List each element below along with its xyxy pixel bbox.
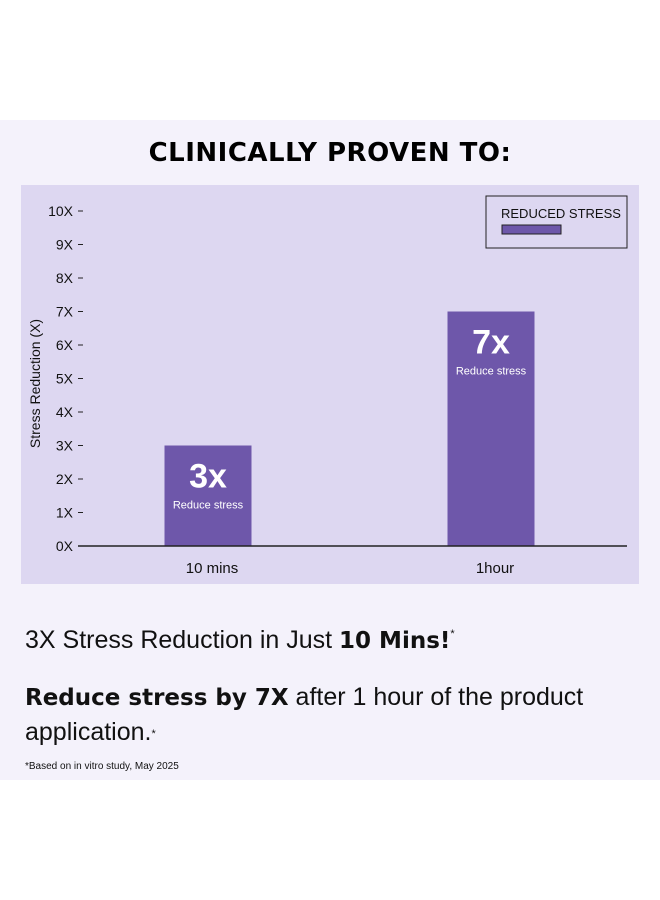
bar-value-label: 3x bbox=[189, 458, 227, 496]
y-tick-label: 2X bbox=[56, 471, 74, 487]
y-tick-label: 10X bbox=[48, 203, 74, 219]
legend: REDUCED STRESS bbox=[485, 195, 628, 249]
y-tick-label: 8X bbox=[56, 270, 74, 286]
bar-chart: 0X 1X 2X 3X 4X 5X 6X 7X 8X 9X 10X 3x Reduce stress 7… bbox=[21, 185, 639, 584]
claim-line-2-mark: * bbox=[151, 728, 156, 740]
chart-svg: 0X 1X 2X 3X 4X 5X 6X 7X 8X 9X 10X 3x Reduce stress 7… bbox=[21, 185, 639, 584]
claim-line-2: Reduce stress by 7X after 1 hour of the … bbox=[25, 680, 650, 749]
y-axis-ticks: 0X 1X 2X 3X 4X 5X 6X 7X 8X 9X 10X bbox=[48, 203, 83, 554]
bar-value-label: 7x bbox=[472, 324, 510, 362]
y-tick-label: 9X bbox=[56, 237, 74, 253]
claim-line-1-bold: 10 Mins! bbox=[339, 628, 451, 654]
y-tick-label: 5X bbox=[56, 371, 74, 387]
legend-swatch bbox=[501, 224, 562, 235]
bars: 3x Reduce stress 7x Reduce stress bbox=[164, 311, 535, 546]
legend-box bbox=[485, 195, 628, 249]
y-axis-title: Stress Reduction (X) bbox=[27, 319, 43, 448]
y-tick-label: 3X bbox=[56, 438, 74, 454]
bar bbox=[447, 311, 535, 546]
claim-line-1-text: 3X Stress Reduction in Just bbox=[25, 626, 340, 654]
y-tick-label: 6X bbox=[56, 337, 74, 353]
y-tick-label: 4X bbox=[56, 404, 74, 420]
claim-line-1-mark: * bbox=[450, 628, 455, 640]
y-tick-label: 1X bbox=[56, 505, 74, 521]
x-tick-label: 10 mins bbox=[186, 560, 239, 577]
claim-line-2-text: after 1 hour of the product application. bbox=[25, 683, 584, 746]
bar-caption-label: Reduce stress bbox=[456, 366, 527, 378]
chart-background bbox=[21, 185, 639, 584]
headline: CLINICALLY PROVEN TO: bbox=[148, 138, 512, 168]
claim-line-1: 3X Stress Reduction in Just 10 Mins!* bbox=[25, 626, 455, 655]
footnote: *Based on in vitro study, May 2025 bbox=[25, 761, 179, 772]
bar-caption-label: Reduce stress bbox=[173, 500, 244, 512]
bar bbox=[164, 445, 252, 546]
x-axis-labels: 10 mins 1hour bbox=[186, 560, 514, 577]
claim-line-2-bold: Reduce stress by 7X bbox=[25, 685, 289, 711]
legend-label: REDUCED STRESS bbox=[501, 206, 621, 221]
y-tick-label: 0X bbox=[56, 538, 74, 554]
x-tick-label: 1hour bbox=[476, 560, 514, 577]
y-tick-label: 7X bbox=[56, 304, 74, 320]
